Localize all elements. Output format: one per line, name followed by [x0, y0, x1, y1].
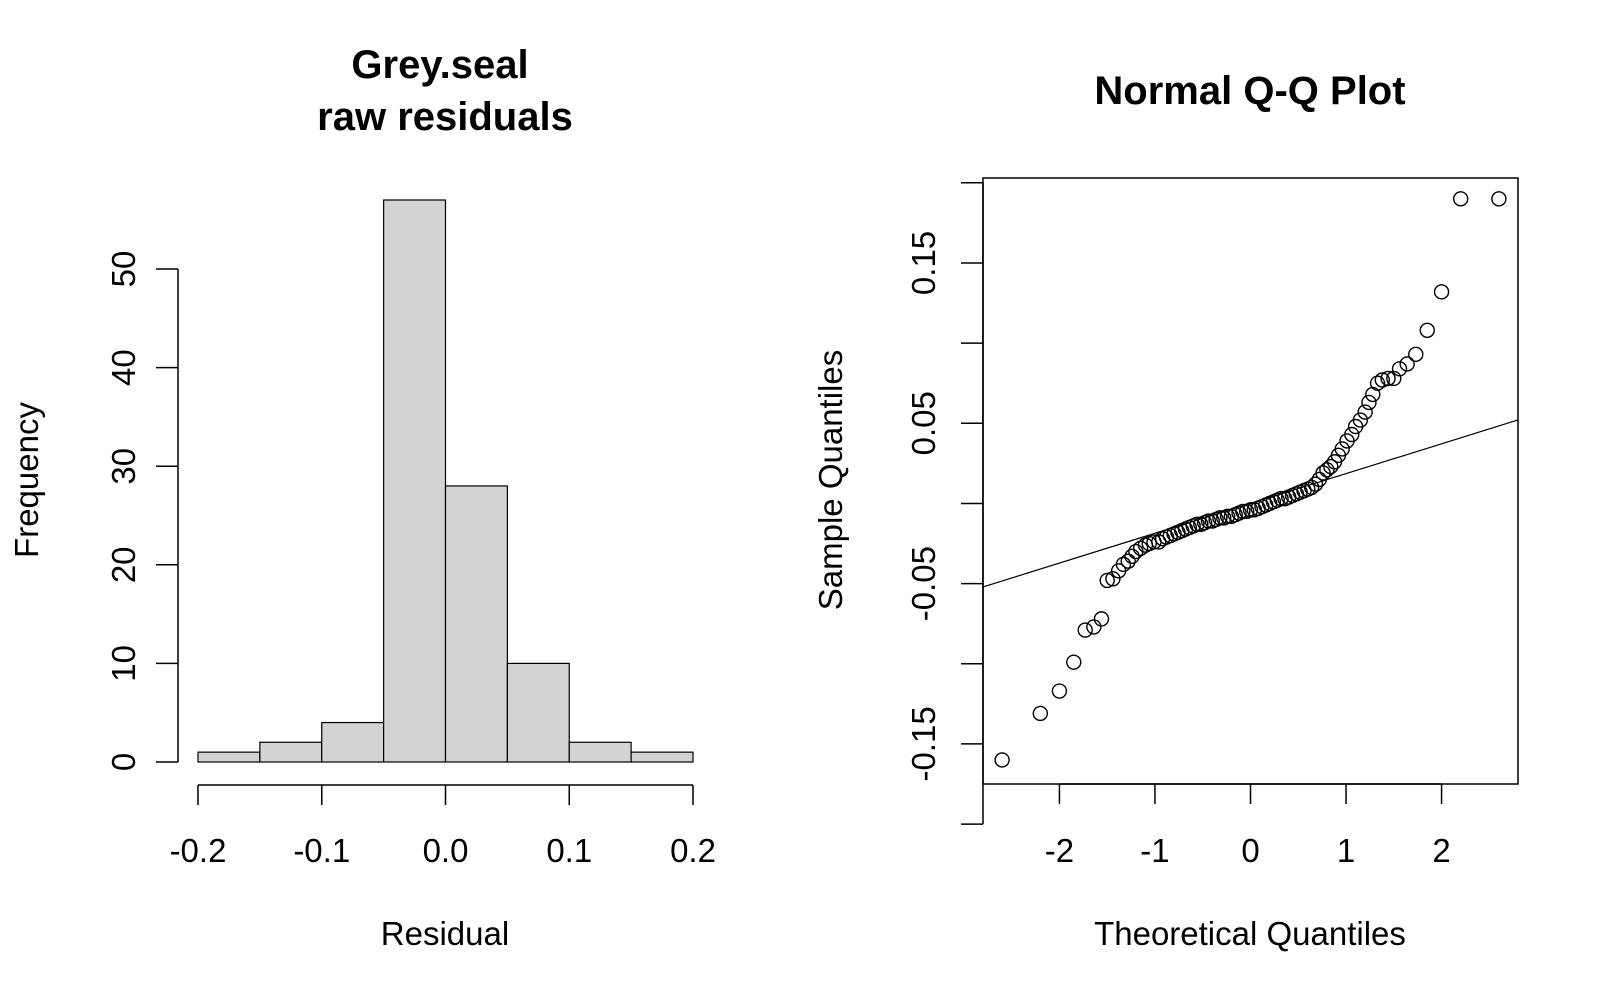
qq-x-tick-label-1: -1 [1140, 832, 1169, 869]
qq-point [1386, 370, 1402, 387]
qq-point [1115, 556, 1132, 573]
histogram-bar-1 [259, 741, 323, 763]
qq-x-tick-label-3: 1 [1337, 832, 1355, 869]
qq-point [1419, 322, 1435, 339]
qq-point [1032, 705, 1049, 722]
qq-point [1433, 284, 1450, 300]
histogram-x-tick-label-2: 0.0 [423, 832, 469, 869]
histogram-y-tick-label-1: 10 [105, 645, 142, 682]
qq-point [1124, 548, 1140, 565]
qq-point [1361, 394, 1377, 411]
qq-y-tick-label-0: -0.15 [905, 706, 942, 781]
qq-point [1120, 553, 1136, 569]
qq-point [1077, 622, 1093, 638]
histogram-bars [197, 199, 694, 763]
qq-point [1391, 361, 1408, 377]
histogram-bar-0 [197, 751, 261, 763]
histogram-y-axis: 0 10 20 30 40 50 [105, 251, 179, 771]
qq-x-tick-label-4: 2 [1432, 832, 1450, 869]
histogram-x-tick-label-3: 0.1 [546, 832, 592, 869]
histogram-bar-2 [321, 721, 385, 763]
qq-points [994, 191, 1507, 768]
qq-point [1219, 508, 1236, 524]
histogram-x-tick-label-0: -0.2 [170, 832, 227, 869]
qq-point [1491, 191, 1507, 207]
qq-y-tick-label-3: 0.15 [905, 231, 942, 295]
qq-point [1307, 476, 1324, 492]
qq-point [1399, 356, 1415, 372]
qq-x-axis: -2 -1 0 1 2 [1045, 783, 1451, 869]
qq-point [1086, 619, 1102, 635]
qq-x-tick-label-2: 0 [1241, 832, 1259, 869]
qq-point [1235, 503, 1251, 520]
qq-y-tick-label-1: -0.05 [905, 546, 942, 621]
histogram-y-tick-label-4: 40 [105, 349, 142, 386]
histogram-y-axis-label: Frequency [8, 402, 45, 558]
histogram-x-axis-label: Residual [381, 915, 509, 952]
qq-y-tick-label-2: 0.05 [905, 391, 942, 455]
qq-point [1323, 458, 1339, 475]
qq-point [1273, 490, 1289, 507]
qq-point [1352, 412, 1369, 428]
qq-point [1357, 404, 1373, 420]
qq-point [1344, 426, 1360, 443]
histogram-panel: Grey.seal raw residuals Residual Frequen… [8, 43, 716, 952]
histogram-y-tick-label-0: 0 [105, 753, 142, 771]
qq-plot-panel: Normal Q-Q Plot Theoretical Quantiles Sa… [812, 69, 1519, 952]
qq-y-axis: -0.15 -0.05 0.05 0.15 [905, 182, 984, 825]
qq-point [1099, 572, 1115, 589]
qq-y-axis-label: Sample Quantiles [812, 350, 849, 610]
histogram-x-tick-label-1: -0.1 [293, 832, 350, 869]
qq-point [1334, 441, 1350, 457]
histogram-bar-7 [630, 751, 694, 763]
histogram-bar-4 [444, 485, 508, 763]
histogram-x-tick-label-4: 0.2 [670, 832, 716, 869]
qq-point [1212, 510, 1228, 526]
qq-plot-frame [982, 177, 1519, 785]
histogram-bar-6 [568, 741, 632, 763]
qq-point [1066, 654, 1082, 670]
qq-point [1189, 516, 1205, 532]
qq-x-tick-label-0: -2 [1045, 832, 1074, 869]
qq-point [1369, 375, 1386, 391]
histogram-title-line-2: raw residuals [317, 95, 573, 139]
qq-point [1242, 502, 1259, 518]
histogram-x-axis: -0.2 -0.1 0.0 0.1 0.2 [170, 784, 716, 869]
histogram-bar-3 [383, 199, 447, 763]
qq-point [1452, 191, 1469, 207]
histogram-y-tick-label-3: 30 [105, 448, 142, 485]
histogram-bar-5 [506, 662, 570, 763]
qq-point [1151, 534, 1167, 550]
histogram-y-tick-label-2: 20 [105, 546, 142, 583]
qq-plot-title: Normal Q-Q Plot [1094, 69, 1405, 113]
histogram-title-line-1: Grey.seal [351, 43, 528, 87]
qq-point [1374, 372, 1391, 388]
qq-point [1200, 513, 1217, 529]
qq-point [994, 752, 1010, 768]
qq-point [1303, 479, 1320, 496]
qq-point [1380, 370, 1396, 387]
qq-x-axis-label: Theoretical Quantiles [1094, 915, 1406, 952]
qq-point [1128, 543, 1144, 560]
qq-point [1093, 611, 1110, 627]
qq-point [1051, 683, 1068, 699]
qq-point [1319, 462, 1335, 478]
qq-point [1408, 346, 1424, 363]
histogram-y-tick-label-5: 50 [105, 251, 142, 288]
qq-point [1105, 571, 1121, 587]
qq-point [1132, 540, 1149, 557]
